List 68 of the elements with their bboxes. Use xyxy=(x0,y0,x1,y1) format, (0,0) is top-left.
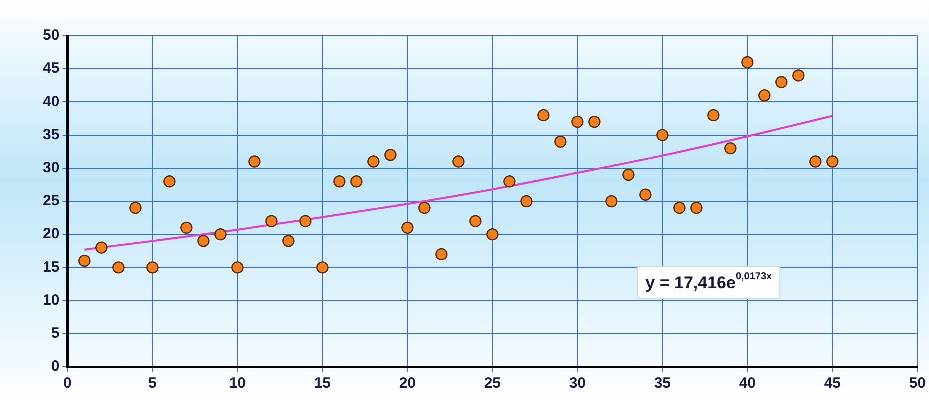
x-tick-label: 15 xyxy=(314,375,332,392)
x-tick-label: 40 xyxy=(739,375,756,392)
point xyxy=(470,215,482,228)
point xyxy=(350,176,363,188)
y-tick-label: 10 xyxy=(42,292,60,309)
point xyxy=(300,215,312,228)
point xyxy=(164,176,176,188)
point xyxy=(232,262,244,274)
point xyxy=(282,235,295,248)
x-tick-label: 50 xyxy=(909,375,926,392)
point xyxy=(384,149,397,162)
point xyxy=(606,195,618,208)
point xyxy=(572,116,584,128)
y-tick-label: 45 xyxy=(42,60,60,78)
y-tick-label: 30 xyxy=(42,160,60,177)
point xyxy=(96,242,108,254)
x-tick-label: 20 xyxy=(399,375,416,392)
point xyxy=(248,156,261,168)
point xyxy=(418,202,431,214)
point xyxy=(640,188,652,201)
point xyxy=(690,202,703,214)
point xyxy=(826,156,839,168)
y-tick-label: 25 xyxy=(42,192,60,210)
point xyxy=(334,176,346,188)
point xyxy=(538,109,550,122)
point xyxy=(452,156,465,168)
point xyxy=(656,129,669,142)
y-tick-label: 20 xyxy=(42,226,60,243)
x-tick-label: 30 xyxy=(569,375,586,392)
point xyxy=(776,76,788,88)
point xyxy=(130,202,142,214)
point xyxy=(810,156,822,168)
point xyxy=(146,262,159,274)
y-tick-label: 40 xyxy=(42,93,60,110)
point xyxy=(520,195,533,208)
line-series xyxy=(84,115,834,251)
point xyxy=(316,262,329,274)
point xyxy=(266,215,278,228)
point xyxy=(436,248,448,261)
point xyxy=(486,228,499,241)
y-tick-label: 0 xyxy=(51,358,60,376)
point xyxy=(198,235,210,248)
point xyxy=(78,254,91,268)
point xyxy=(622,168,635,182)
x-tick-label: 25 xyxy=(484,375,502,392)
point xyxy=(402,222,414,234)
point xyxy=(724,142,737,155)
x-tick-label: 35 xyxy=(654,375,672,392)
point xyxy=(180,222,193,234)
point xyxy=(792,70,805,82)
point xyxy=(112,262,125,274)
y-tick-label: 5 xyxy=(51,325,60,342)
point xyxy=(708,109,720,122)
x-tick-label: 5 xyxy=(148,375,157,392)
x-tick-label: 45 xyxy=(824,375,842,392)
y-tick-label: 15 xyxy=(42,258,60,276)
point xyxy=(588,116,601,128)
y-tick-label: 35 xyxy=(42,126,60,144)
point xyxy=(742,56,754,69)
point xyxy=(504,176,516,188)
point xyxy=(554,136,567,148)
y-tick-label: 50 xyxy=(42,27,60,44)
point xyxy=(758,89,771,102)
point xyxy=(674,202,686,214)
point xyxy=(214,228,227,241)
point xyxy=(368,156,380,168)
x-tick-label: 10 xyxy=(229,375,246,392)
x-tick-label: 0 xyxy=(64,375,72,392)
